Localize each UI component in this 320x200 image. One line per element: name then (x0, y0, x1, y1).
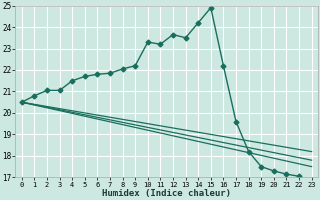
X-axis label: Humidex (Indice chaleur): Humidex (Indice chaleur) (102, 189, 231, 198)
